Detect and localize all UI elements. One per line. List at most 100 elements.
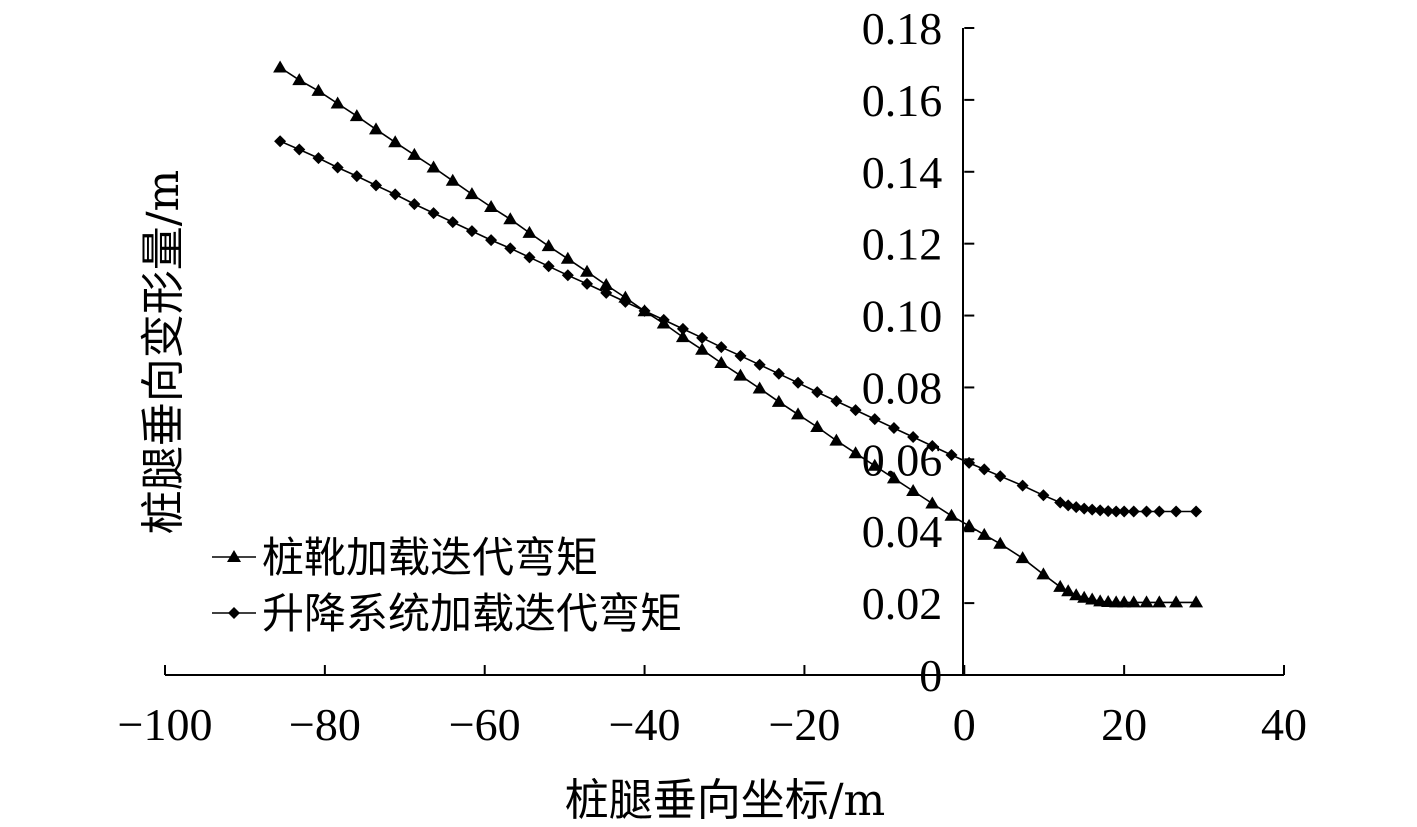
data-point-triangle bbox=[1152, 595, 1167, 608]
data-point-triangle bbox=[426, 160, 441, 173]
data-point-diamond bbox=[619, 295, 632, 308]
data-point-diamond bbox=[1016, 479, 1029, 492]
data-point-diamond bbox=[963, 456, 976, 469]
data-point-diamond bbox=[1086, 503, 1099, 516]
x-tick-label: 20 bbox=[1101, 699, 1147, 750]
data-point-diamond bbox=[1170, 505, 1183, 518]
data-point-diamond bbox=[446, 216, 459, 229]
x-tick-label: −60 bbox=[449, 699, 521, 750]
x-tick-label: −100 bbox=[118, 699, 213, 750]
data-point-diamond bbox=[1070, 501, 1083, 514]
y-axis-title: 桩腿垂向变形量/m bbox=[138, 170, 189, 535]
y-tick-label: 0.06 bbox=[862, 434, 943, 485]
data-point-triangle bbox=[1061, 584, 1076, 597]
y-tick-label: 0.10 bbox=[862, 291, 943, 342]
legend-item-0: 桩靴加载迭代弯矩 bbox=[212, 533, 598, 582]
data-point-diamond bbox=[293, 143, 306, 156]
data-point-diamond bbox=[485, 234, 498, 247]
data-point-triangle bbox=[829, 433, 844, 446]
data-point-triangle bbox=[752, 381, 767, 394]
data-point-diamond bbox=[907, 431, 920, 444]
data-point-diamond bbox=[274, 135, 287, 148]
data-point-triangle bbox=[944, 508, 959, 521]
data-point-triangle bbox=[522, 225, 537, 238]
y-tick-label: 0.04 bbox=[862, 506, 943, 557]
legend-label-1: 升降系统加载迭代弯矩 bbox=[262, 589, 682, 638]
data-point-diamond bbox=[504, 242, 517, 255]
legend-item-1: 升降系统加载迭代弯矩 bbox=[212, 589, 682, 638]
data-point-triangle bbox=[925, 496, 940, 509]
x-tick-label: −20 bbox=[768, 699, 840, 750]
data-point-diamond bbox=[1037, 489, 1050, 502]
data-point-diamond bbox=[1110, 505, 1123, 518]
data-point-triangle bbox=[445, 173, 460, 186]
data-point-triangle bbox=[675, 330, 690, 343]
data-point-diamond bbox=[523, 251, 536, 264]
data-point-diamond bbox=[657, 313, 670, 326]
data-point-triangle bbox=[867, 458, 882, 471]
data-point-diamond bbox=[734, 349, 747, 362]
data-point-diamond bbox=[849, 404, 862, 417]
data-point-diamond bbox=[1140, 505, 1153, 518]
data-point-diamond bbox=[1078, 502, 1091, 515]
y-tick-label: 0.14 bbox=[862, 147, 943, 198]
data-point-diamond bbox=[561, 269, 574, 282]
y-ticks: 0 0.02 0.04 0.06 0.08 0.10 0.12 0.14 0.16 0.18 bbox=[862, 3, 975, 701]
data-point-diamond bbox=[811, 386, 824, 399]
data-point-diamond bbox=[638, 304, 651, 317]
data-point-triangle bbox=[541, 239, 556, 252]
data-point-triangle bbox=[1069, 588, 1084, 601]
data-point-triangle bbox=[993, 536, 1008, 549]
data-point-diamond bbox=[389, 188, 402, 201]
data-point-diamond bbox=[887, 422, 900, 435]
data-point-triangle bbox=[1077, 590, 1092, 603]
data-point-diamond bbox=[370, 179, 383, 192]
data-point-triangle bbox=[580, 264, 595, 277]
data-point-triangle bbox=[1053, 579, 1068, 592]
data-point-triangle bbox=[886, 471, 901, 484]
axes bbox=[165, 28, 1284, 676]
data-point-triangle bbox=[273, 60, 288, 73]
x-tick-label: 0 bbox=[953, 699, 976, 750]
data-point-diamond bbox=[1153, 505, 1166, 518]
data-point-triangle bbox=[810, 419, 825, 432]
data-point-triangle bbox=[349, 109, 364, 122]
data-point-diamond bbox=[312, 152, 325, 165]
data-point-diamond bbox=[676, 322, 689, 335]
data-point-triangle bbox=[484, 200, 499, 213]
data-point-triangle bbox=[311, 83, 326, 96]
data-point-diamond bbox=[1127, 505, 1140, 518]
series-line-1 bbox=[279, 140, 1197, 513]
data-point-triangle bbox=[1085, 592, 1100, 605]
data-point-diamond bbox=[427, 207, 440, 220]
data-point-triangle bbox=[1126, 595, 1141, 608]
y-tick-label: 0 bbox=[919, 650, 942, 701]
y-tick-label: 0.12 bbox=[862, 219, 943, 270]
data-point-diamond bbox=[1102, 505, 1115, 518]
data-point-triangle bbox=[962, 518, 977, 531]
data-point-diamond bbox=[1094, 504, 1107, 517]
data-point-triangle bbox=[1036, 567, 1051, 580]
data-point-diamond bbox=[542, 260, 555, 273]
legend: 桩靴加载迭代弯矩 升降系统加载迭代弯矩 bbox=[212, 533, 682, 638]
data-point-diamond bbox=[830, 395, 843, 408]
data-point-diamond bbox=[945, 449, 958, 462]
data-point-triangle bbox=[1169, 595, 1184, 608]
y-tick-label: 0.16 bbox=[862, 75, 943, 126]
data-point-triangle bbox=[714, 356, 729, 369]
x-axis-title: 桩腿垂向坐标/m bbox=[565, 775, 886, 826]
data-point-triangle bbox=[906, 483, 921, 496]
data-point-triangle bbox=[1117, 595, 1132, 608]
data-point-diamond bbox=[926, 440, 939, 453]
legend-label-0: 桩靴加载迭代弯矩 bbox=[262, 533, 598, 582]
data-point-triangle bbox=[1139, 595, 1154, 608]
data-point-triangle bbox=[388, 135, 403, 148]
x-tick-label: −80 bbox=[289, 699, 361, 750]
data-point-diamond bbox=[600, 286, 613, 299]
data-point-triangle bbox=[560, 251, 575, 264]
data-point-diamond bbox=[581, 277, 594, 290]
data-point-triangle bbox=[733, 368, 748, 381]
data-point-triangle bbox=[848, 446, 863, 459]
data-point-diamond bbox=[994, 470, 1007, 483]
